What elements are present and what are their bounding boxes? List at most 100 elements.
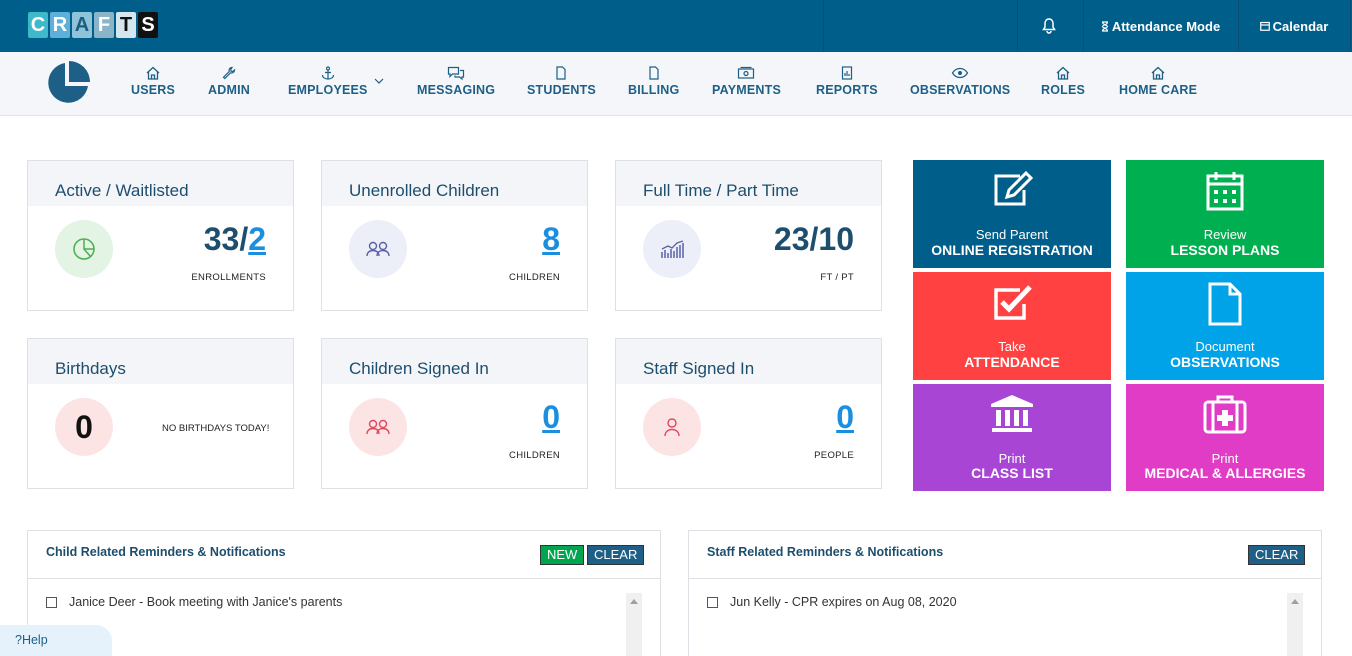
tile-line1: Review [1203, 227, 1247, 242]
nav-roles[interactable]: ROLES [1041, 66, 1085, 97]
fulltime-parttime-card: Full Time / Part Time 23/10 FT / PT [615, 160, 882, 311]
nav-reports[interactable]: REPORTS [816, 66, 878, 97]
nav-label: BILLING [628, 83, 680, 97]
tile-icon [1126, 394, 1324, 434]
tile-line2: CLASS LIST [971, 465, 1053, 481]
nav-home-care[interactable]: HOME CARE [1119, 66, 1197, 97]
tile-icon [913, 282, 1111, 322]
home-icon [1056, 66, 1070, 80]
birthday-count: 0 [75, 408, 93, 445]
attendance-mode-button[interactable]: Attendance Mode [1083, 0, 1238, 52]
users-icon [366, 419, 390, 435]
card-subtitle: CHILDREN [509, 272, 560, 283]
panel-header: Child Related Reminders & Notifications … [28, 531, 660, 579]
scrollbar[interactable] [1287, 593, 1303, 656]
card-icon-circle [55, 220, 113, 278]
notifications-button[interactable] [1017, 0, 1083, 52]
tile-line2: OBSERVATIONS [1170, 354, 1280, 370]
card-title: Unenrolled Children [322, 161, 587, 206]
medical-allergies-tile[interactable]: Print MEDICAL & ALLERGIES [1126, 384, 1324, 491]
nav-label: HOME CARE [1119, 83, 1198, 97]
chevron-down-icon[interactable] [374, 78, 384, 84]
nav-label: ADMIN [208, 83, 250, 97]
report-icon [841, 66, 853, 80]
logo-letter: R [50, 12, 70, 38]
staff-signed-link[interactable]: 0 [836, 399, 854, 435]
card-subtitle: PEOPLE [814, 450, 854, 461]
attendance-tile[interactable]: Take ATTENDANCE [913, 272, 1111, 380]
logo-letter: C [28, 12, 48, 38]
reminder-checkbox[interactable] [46, 596, 57, 608]
chat-icon [447, 66, 465, 80]
calendar-icon [1259, 21, 1270, 31]
nav-users[interactable]: USERS [131, 66, 175, 97]
card-icon-circle [643, 398, 701, 456]
main-nav: USERS ADMIN EMPLOYEES MESSAGING STUDENTS… [0, 52, 1352, 116]
nav-admin[interactable]: ADMIN [208, 66, 250, 97]
nav-messaging[interactable]: MESSAGING [417, 66, 495, 97]
clear-reminders-button[interactable]: CLEAR [587, 545, 645, 565]
card-icon-circle: 0 [55, 398, 113, 456]
document-icon [1208, 282, 1242, 326]
wrench-icon [222, 66, 236, 80]
tile-icon [1126, 170, 1324, 212]
tile-line2: MEDICAL & ALLERGIES [1144, 465, 1306, 481]
enrollment-value: 33/2 [204, 221, 266, 258]
unenrolled-value: 8 [542, 221, 560, 258]
calendar-button[interactable]: Calendar [1238, 0, 1350, 52]
children-signed-in-card: Children Signed In 0 CHILDREN [321, 338, 588, 489]
home-icon [1151, 66, 1165, 80]
help-button[interactable]: ?Help [0, 625, 112, 656]
nav-label: ROLES [1041, 83, 1086, 97]
user-icon [664, 418, 680, 437]
calendar-grid-icon [1206, 172, 1244, 211]
nav-payments[interactable]: PAYMENTS [712, 66, 781, 97]
card-title: Birthdays [28, 339, 293, 384]
panel-title: Child Related Reminders & Notifications [46, 545, 286, 559]
observations-tile[interactable]: Document OBSERVATIONS [1126, 272, 1324, 380]
nav-label: PAYMENTS [712, 83, 781, 97]
users-icon [366, 241, 390, 257]
logo-letter: S [138, 12, 158, 38]
tile-line1: Take [998, 339, 1026, 354]
clear-reminders-button[interactable]: CLEAR [1248, 545, 1306, 565]
class-list-tile[interactable]: Print CLASS LIST [913, 384, 1111, 491]
tile-line1: Send Parent [975, 227, 1049, 242]
new-reminder-button[interactable]: NEW [540, 545, 585, 565]
eye-icon [951, 67, 969, 79]
dashboard-pie-icon[interactable] [44, 59, 92, 107]
nav-label: MESSAGING [417, 83, 496, 97]
scrollbar[interactable] [626, 593, 642, 656]
nav-employees[interactable]: EMPLOYEES [288, 66, 368, 97]
card-title: Full Time / Part Time [616, 161, 881, 206]
checkbox-icon [994, 285, 1032, 320]
edit-icon [994, 170, 1034, 206]
anchor-icon [321, 66, 334, 80]
unenrolled-children-card: Unenrolled Children 8 CHILDREN [321, 160, 588, 311]
institution-icon [991, 395, 1033, 432]
card-icon-circle [349, 220, 407, 278]
card-icon-circle [349, 398, 407, 456]
staff-signed-value: 0 [836, 399, 854, 436]
tile-line1: Print [1211, 451, 1239, 466]
nav-observations[interactable]: OBSERVATIONS [910, 66, 1010, 97]
children-signed-link[interactable]: 0 [542, 399, 560, 435]
active-count: 33/ [203, 221, 249, 257]
scroll-up-arrow-icon[interactable] [630, 599, 638, 604]
nav-label: REPORTS [816, 83, 878, 97]
scroll-up-arrow-icon[interactable] [1291, 599, 1299, 604]
nav-billing[interactable]: BILLING [628, 66, 679, 97]
crafts-logo[interactable]: C R A F T S [28, 12, 158, 40]
staff-signed-in-card: Staff Signed In 0 PEOPLE [615, 338, 882, 489]
pie-chart-icon [73, 238, 95, 260]
medical-kit-icon [1203, 395, 1247, 434]
waitlisted-link[interactable]: 2 [248, 221, 266, 257]
lesson-plans-tile[interactable]: Review LESSON PLANS [1126, 160, 1324, 268]
nav-label: EMPLOYEES [288, 83, 368, 97]
top-bar: C R A F T S Attendance Mode Calendar [0, 0, 1352, 52]
online-registration-tile[interactable]: Send Parent ONLINE REGISTRATION [913, 160, 1111, 268]
nav-students[interactable]: STUDENTS [527, 66, 596, 97]
unenrolled-link[interactable]: 8 [542, 221, 560, 257]
reminder-checkbox[interactable] [707, 596, 718, 608]
tile-line2: LESSON PLANS [1170, 242, 1280, 258]
